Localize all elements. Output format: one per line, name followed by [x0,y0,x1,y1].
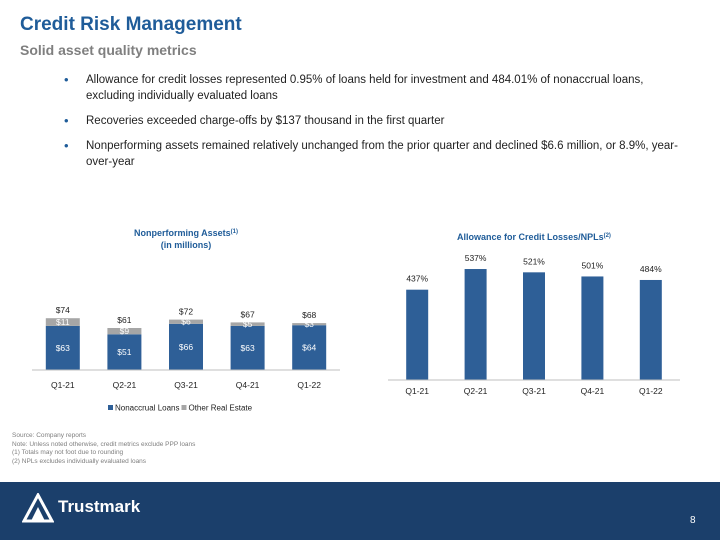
value-label: 521% [523,256,545,266]
x-tick-label: Q3-21 [174,380,198,390]
chart-title-text: Nonperforming Assets [134,228,231,238]
bullet: Recoveries exceeded charge-offs by $137 … [64,113,694,129]
bar-segment [169,323,203,370]
bar-segment [107,334,142,370]
total-label: $72 [179,307,193,317]
total-label: $68 [302,310,316,320]
page-number: 8 [690,515,696,526]
x-tick-label: Q1-21 [405,386,429,396]
segment-label: $3 [304,319,314,329]
x-tick-label: Q2-21 [464,386,488,396]
segment-label: $11 [56,317,70,327]
total-label: $61 [117,315,131,325]
bar [581,276,604,380]
total-label: $74 [56,305,70,315]
bar [464,269,487,380]
bar-segment [292,323,327,326]
x-tick-label: Q1-22 [297,380,321,390]
legend-swatch [108,405,113,410]
slide-title: Credit Risk Management [20,14,242,35]
bar-segment [169,319,203,324]
logo: Trustmark [58,497,141,516]
bullet: Nonperforming assets remained relatively… [64,138,694,170]
segment-label: $63 [56,343,70,353]
x-tick-label: Q1-22 [639,386,663,396]
bar [523,272,545,380]
bar-segment [45,325,80,370]
footnote: Source: Company reports [12,432,87,439]
value-label: 437% [406,274,428,284]
bullet: Allowance for credit losses represented … [64,72,694,104]
bar-segment [230,322,265,326]
bar [639,279,662,380]
footnote: Note: Unless noted otherwise, credit met… [12,440,196,448]
segment-label: $6 [181,317,191,327]
footnotes: Source: Company reports Note: Unless not… [12,432,195,466]
bar-segment [107,328,142,335]
segment-label: $64 [302,343,316,353]
slide-subtitle: Solid asset quality metrics [20,42,197,58]
footnote: (2) NPLs excludes individually evaluated… [12,457,147,465]
value-label: 537% [465,253,487,263]
value-label: 501% [582,260,604,270]
x-tick-label: Q4-21 [581,386,605,396]
x-tick-label: Q4-21 [236,380,260,390]
bar-segment [230,325,265,370]
charts: Nonperforming Assets(1) (in millions) $63 $… [32,228,680,413]
x-tick-label: Q2-21 [113,380,137,390]
chart-title-note: (2) [604,233,611,239]
legend-swatch [181,405,187,410]
segment-label: $66 [179,342,193,352]
bar [406,289,429,380]
chart-title-note: (1) [231,229,238,235]
total-label: $67 [241,309,255,319]
chart-title: Nonperforming Assets(1) [134,228,238,238]
bar-segment [292,325,327,370]
bar-segment [45,318,80,326]
legend-label: Nonaccrual Loans [115,404,179,413]
logo-icon [22,493,54,523]
segment-label: $9 [120,326,130,336]
chart-title-text: Allowance for Credit Losses/NPLs [457,232,604,242]
segment-label: $63 [241,343,255,353]
x-tick-label: Q3-21 [522,386,546,396]
chart-subtitle: (in millions) [161,240,212,250]
chart-title: Allowance for Credit Losses/NPLs(2) [457,232,611,242]
segment-label: $51 [117,347,131,357]
bullet-list: Allowance for credit losses represented … [64,72,694,179]
legend-label: Other Real Estate [188,404,252,413]
footnote: (1) Totals may not foot due to rounding [12,449,124,456]
value-label: 484% [640,264,662,274]
segment-label: $5 [243,319,253,329]
footer-band [0,482,720,540]
x-tick-label: Q1-21 [51,380,75,390]
